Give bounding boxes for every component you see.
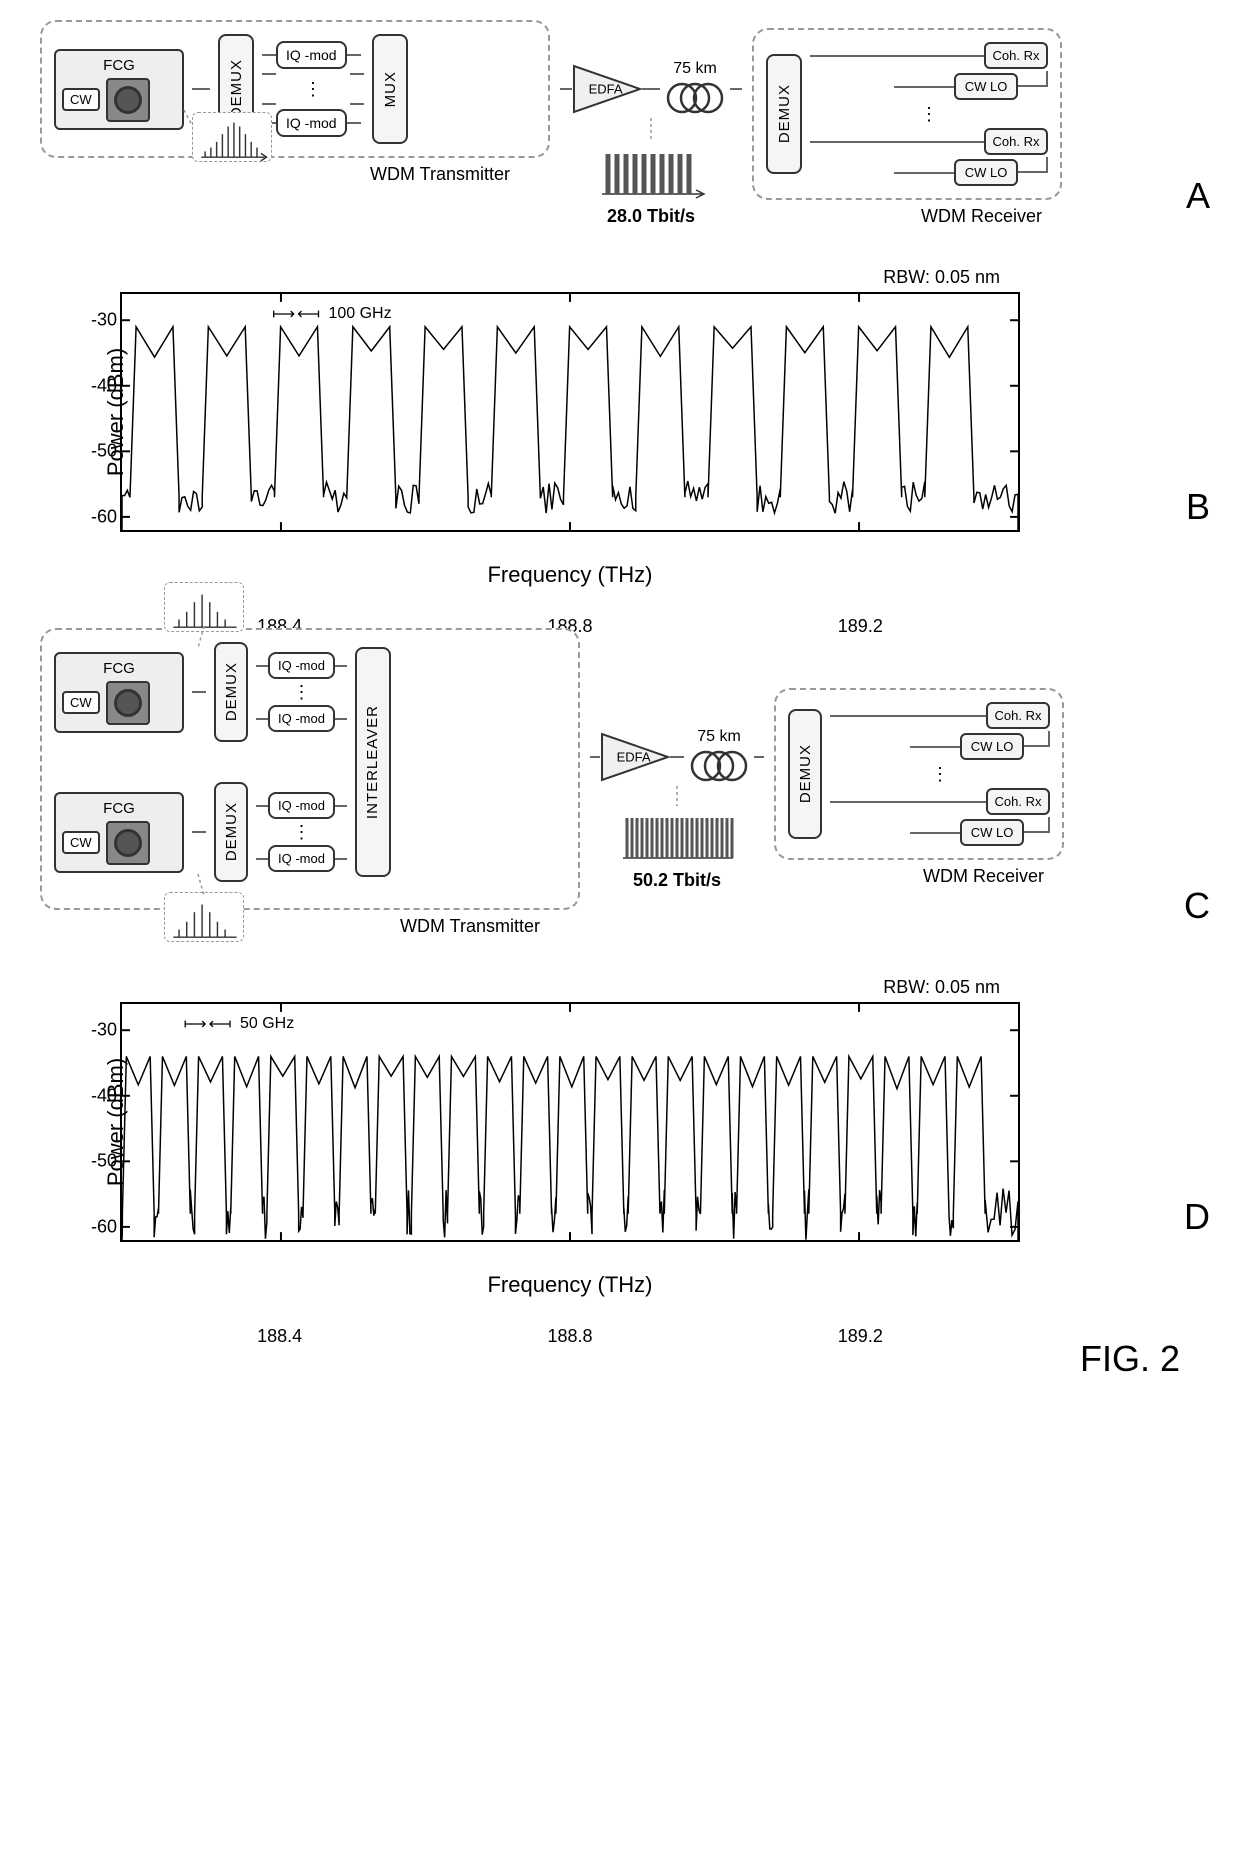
ellipsis-icon: ⋮ xyxy=(810,104,1048,124)
panel-a: A FCG CW DEMUX IQ -mod xyxy=(40,20,1200,227)
demux-block: DEMUX xyxy=(788,709,822,839)
fiber-coil-icon xyxy=(660,78,730,118)
wdm-transmitter-a: FCG CW DEMUX IQ -mod ⋮ IQ -mod xyxy=(40,20,550,185)
demux-block: DEMUX xyxy=(214,782,248,882)
ring-resonator-icon xyxy=(106,78,150,122)
ellipsis-icon: ⋮ xyxy=(262,79,364,99)
comb-spectrum-icon xyxy=(164,582,244,632)
fcg-block: FCG CW xyxy=(54,792,184,873)
iq-mod-block: IQ -mod xyxy=(276,109,347,137)
rx-label: WDM Receiver xyxy=(752,206,1062,227)
wdm-transmitter-c: FCG CW DEMUX IQ -mod ⋮ IQ -mod xyxy=(40,628,580,937)
figure-label: FIG. 2 xyxy=(40,1338,1200,1380)
rate-label: 28.0 Tbit/s xyxy=(607,206,695,227)
spectrum-chart-d: RBW: 0.05 nm Power (dBm) -30-40-50-60 ⟼⟻… xyxy=(120,977,1020,1298)
demux-block: DEMUX xyxy=(214,642,248,742)
panel-d: D RBW: 0.05 nm Power (dBm) -30-40-50-60 … xyxy=(40,977,1200,1298)
panel-c: C FCG CW DEMUX xyxy=(40,628,1200,937)
wdm-spectrum-icon xyxy=(617,808,737,864)
cw-lo-block: CW LO xyxy=(954,73,1018,100)
x-axis-label: Frequency (THz) xyxy=(120,562,1020,588)
panel-b-label: B xyxy=(1186,486,1210,528)
rbw-label: RBW: 0.05 nm xyxy=(120,267,1020,288)
panel-b: B RBW: 0.05 nm Power (dBm) -30-40-50-60 … xyxy=(40,267,1200,588)
spectrum-chart-b: RBW: 0.05 nm Power (dBm) -30-40-50-60 ⟼⟻… xyxy=(120,267,1020,588)
coh-rx-block: Coh. Rx xyxy=(984,42,1048,69)
tx-label: WDM Transmitter xyxy=(40,164,550,185)
comb-spectrum-icon xyxy=(192,112,272,162)
mux-block: MUX xyxy=(372,34,408,144)
comb-spectrum-icon xyxy=(164,892,244,942)
wdm-receiver-a: DEMUX Coh. Rx CW LO ⋮ Coh. Rx CW LO WDM … xyxy=(752,20,1062,227)
panel-d-label: D xyxy=(1184,1196,1210,1238)
coh-rx-block: Coh. Rx xyxy=(984,128,1048,155)
edfa-block: EDFA xyxy=(600,732,670,782)
wdm-receiver-c: DEMUX Coh. Rx CW LO ⋮ Coh. Rx CW LO WDM … xyxy=(774,628,1064,887)
rbw-label: RBW: 0.05 nm xyxy=(120,977,1020,998)
spacing-marker: ⟼⟻ 50 GHz xyxy=(184,1014,295,1034)
cw-box: CW xyxy=(62,88,100,111)
panel-a-label: A xyxy=(1186,175,1210,217)
tx-label: WDM Transmitter xyxy=(40,916,580,937)
fcg-block: FCG CW xyxy=(54,652,184,733)
cw-lo-block: CW LO xyxy=(954,159,1018,186)
x-axis-label: Frequency (THz) xyxy=(120,1272,1020,1298)
spacing-marker: ⟼⟻ 100 GHz xyxy=(272,304,391,324)
interleaver-block: INTERLEAVER xyxy=(355,647,391,877)
distance-label: 75 km xyxy=(673,60,717,78)
iq-mod-block: IQ -mod xyxy=(276,41,347,69)
demux-block: DEMUX xyxy=(766,54,802,174)
fiber-coil-icon xyxy=(684,746,754,786)
fcg-block: FCG CW xyxy=(54,49,184,130)
panel-c-label: C xyxy=(1184,885,1210,927)
wdm-spectrum-icon xyxy=(596,144,706,200)
edfa-block: EDFA xyxy=(572,64,642,114)
